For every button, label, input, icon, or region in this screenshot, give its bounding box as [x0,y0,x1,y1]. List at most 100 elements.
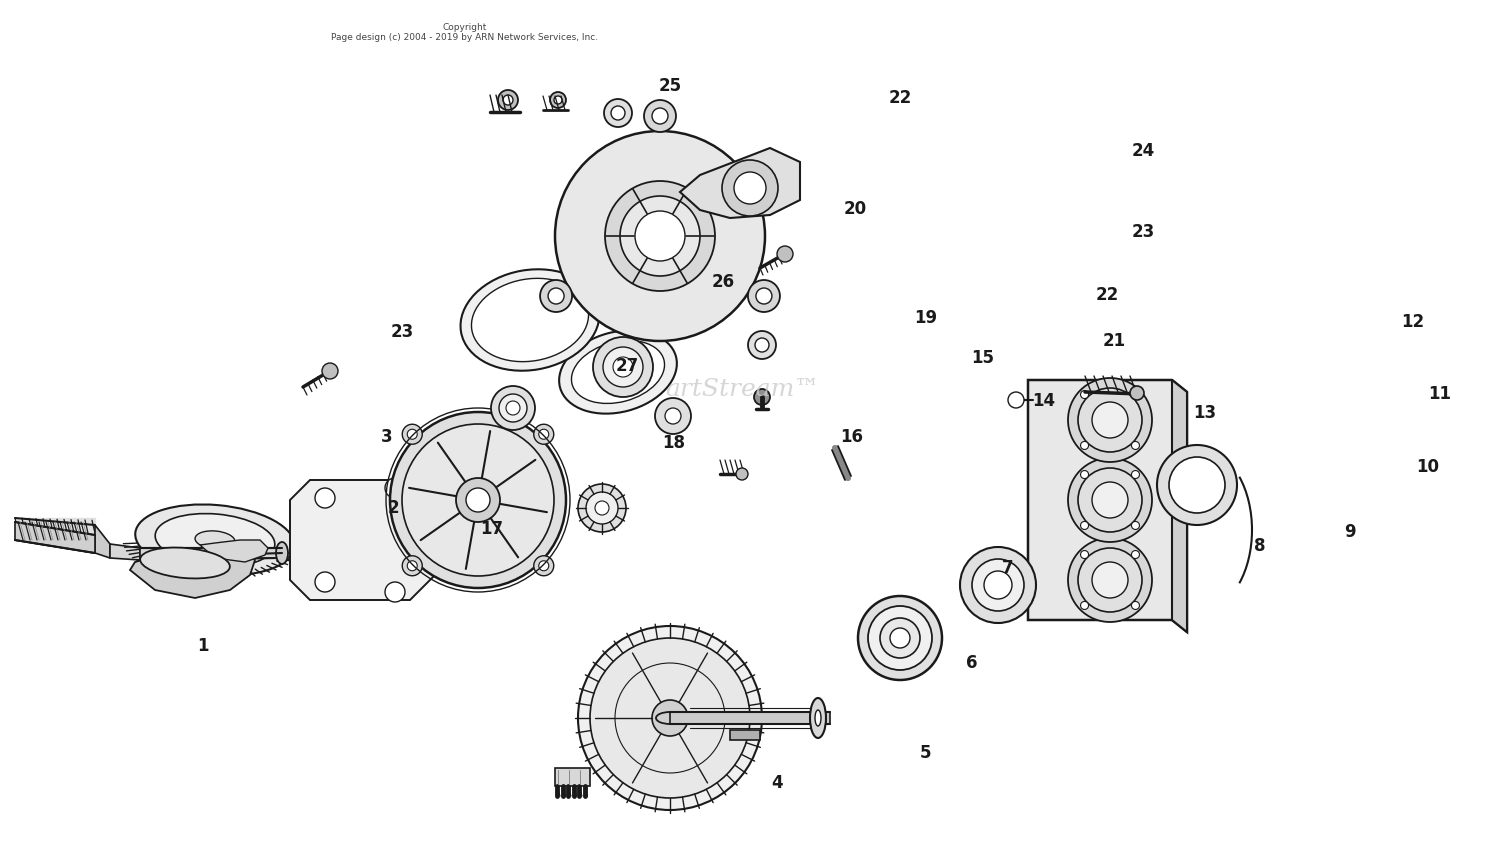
Circle shape [406,429,417,439]
Text: 3: 3 [381,427,393,446]
Ellipse shape [560,330,676,413]
Circle shape [1168,457,1226,513]
Polygon shape [680,148,800,218]
Text: 20: 20 [843,199,867,218]
Text: 15: 15 [970,348,994,367]
Text: 18: 18 [662,434,686,453]
Polygon shape [130,552,255,598]
Text: 22: 22 [888,89,912,108]
Circle shape [550,92,566,108]
Text: 4: 4 [771,774,783,793]
Circle shape [548,288,564,304]
Circle shape [1080,442,1089,449]
Polygon shape [15,522,94,553]
Circle shape [534,556,554,576]
Circle shape [390,412,566,588]
Circle shape [590,638,750,798]
Circle shape [1130,386,1144,400]
Circle shape [506,401,520,415]
Circle shape [652,700,688,736]
Circle shape [1080,390,1089,399]
Circle shape [960,547,1036,623]
Circle shape [578,484,626,532]
Circle shape [754,389,770,405]
Circle shape [880,618,920,658]
Circle shape [1131,471,1140,479]
Text: 23: 23 [1131,223,1155,241]
Circle shape [596,501,609,515]
Circle shape [1156,445,1238,525]
Ellipse shape [810,698,826,738]
Circle shape [315,572,334,592]
Circle shape [736,468,748,480]
Polygon shape [140,548,280,560]
Text: 21: 21 [1102,331,1126,350]
Circle shape [1131,390,1140,399]
Circle shape [656,398,692,434]
Circle shape [456,478,500,522]
Circle shape [1068,378,1152,462]
Circle shape [315,488,334,508]
Circle shape [386,582,405,602]
Circle shape [1131,602,1140,609]
Polygon shape [555,768,590,786]
Circle shape [402,556,422,576]
Circle shape [858,596,942,680]
Circle shape [1008,592,1025,608]
Circle shape [868,606,932,670]
Circle shape [610,106,626,120]
Ellipse shape [135,504,296,575]
Text: 8: 8 [1254,537,1266,556]
Polygon shape [670,712,830,724]
Text: artStream™: artStream™ [666,378,819,401]
Text: 12: 12 [1401,312,1425,331]
Ellipse shape [471,278,588,361]
Circle shape [306,498,330,522]
Circle shape [1131,442,1140,449]
Circle shape [540,280,572,312]
Polygon shape [290,540,310,550]
Circle shape [1092,402,1128,438]
Text: 6: 6 [966,653,978,672]
Circle shape [503,95,513,105]
Circle shape [634,211,686,261]
Circle shape [592,337,652,397]
Circle shape [972,559,1024,611]
Text: 7: 7 [1002,558,1014,577]
Circle shape [890,628,910,648]
Circle shape [1080,521,1089,530]
Text: 27: 27 [615,357,639,376]
Circle shape [554,96,562,104]
Circle shape [1068,538,1152,622]
Text: 10: 10 [1416,457,1440,476]
Circle shape [748,331,776,359]
Circle shape [1131,521,1140,530]
Circle shape [322,363,338,379]
Circle shape [296,488,340,532]
Circle shape [386,478,405,498]
Circle shape [466,488,490,512]
Ellipse shape [460,270,600,371]
Text: 24: 24 [1131,141,1155,160]
Polygon shape [110,544,140,560]
Circle shape [777,246,794,262]
Circle shape [644,100,676,132]
Circle shape [538,429,549,439]
Text: 9: 9 [1344,523,1356,542]
Ellipse shape [154,514,274,567]
Circle shape [1008,392,1025,408]
Ellipse shape [815,710,821,726]
Circle shape [984,571,1012,599]
Polygon shape [200,540,268,562]
Circle shape [406,561,417,571]
Circle shape [1092,562,1128,598]
Circle shape [614,357,633,377]
Text: 23: 23 [390,323,414,342]
Polygon shape [290,480,450,600]
Text: 19: 19 [914,309,938,328]
Text: 5: 5 [920,744,932,763]
Ellipse shape [195,531,236,550]
Text: Copyright
Page design (c) 2004 - 2019 by ARN Network Services, Inc.: Copyright Page design (c) 2004 - 2019 by… [332,23,598,42]
Text: 17: 17 [480,520,504,538]
Circle shape [734,172,766,204]
